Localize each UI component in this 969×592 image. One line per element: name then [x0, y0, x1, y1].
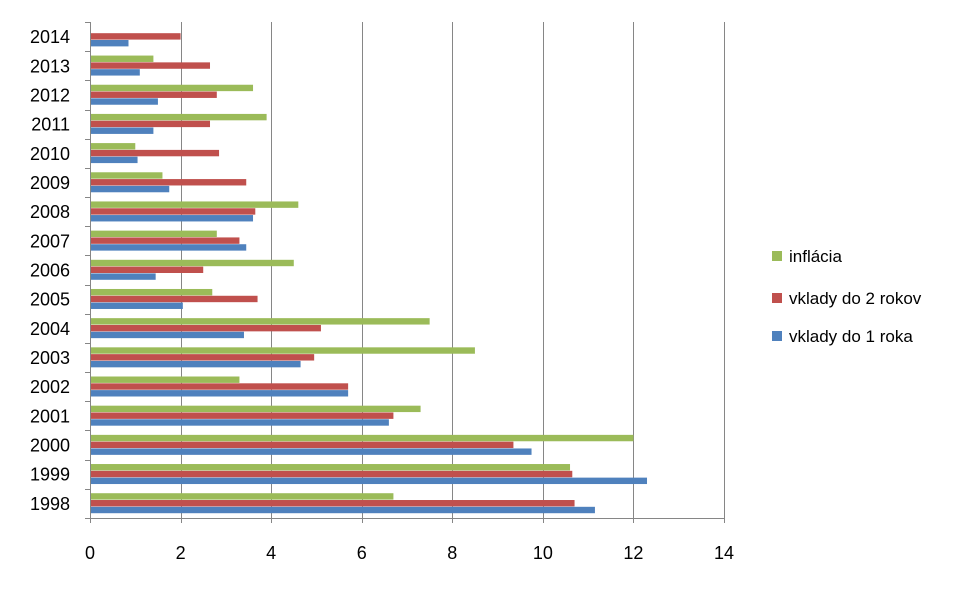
bar-2007-series-2 [90, 244, 247, 251]
gridlines [181, 22, 725, 518]
bar-2007-series-0 [90, 230, 217, 238]
bar-2013-series-1 [90, 62, 211, 69]
y-tick-label: 2012 [30, 85, 70, 105]
legend-label: vklady do 2 rokov [789, 289, 922, 308]
y-tick-label: 2006 [30, 261, 70, 281]
bar-2007-series-1 [90, 237, 240, 244]
bar-1999-series-2 [90, 477, 648, 485]
bar-2001-series-2 [90, 419, 389, 426]
y-tick-label: 2014 [30, 27, 70, 47]
bar-1999-series-1 [90, 470, 573, 478]
y-tick-label: 2007 [30, 231, 70, 251]
legend-swatch [772, 251, 782, 261]
bar-2004-series-1 [90, 324, 321, 332]
legend-swatch [772, 331, 782, 341]
bar-2009-series-1 [90, 179, 247, 186]
bar-1998-series-1 [90, 500, 575, 507]
bar-1998-series-0 [90, 493, 394, 500]
bar-2002-series-1 [90, 383, 349, 390]
bar-2002-series-0 [90, 376, 240, 383]
x-tick-labels: 0 2 4 6 8 10 12 14 [85, 543, 734, 563]
x-tick-label: 0 [85, 543, 95, 563]
x-tick-label: 14 [714, 543, 734, 563]
bar-2009-series-2 [90, 185, 170, 193]
x-tick-label: 6 [357, 543, 367, 563]
y-tick-label: 2000 [30, 436, 70, 456]
bar-2000-series-2 [90, 448, 532, 455]
bar-2010-series-0 [90, 143, 136, 150]
bar-2012-series-2 [90, 98, 158, 105]
bar-2005-series-2 [90, 302, 183, 309]
bar-2013-series-2 [90, 69, 140, 76]
bar-2011-series-2 [90, 127, 154, 134]
y-tick-label: 2009 [30, 173, 70, 193]
y-tick-label: 2010 [30, 144, 70, 164]
bar-2003-series-1 [90, 354, 315, 361]
y-tick-label: 2003 [30, 348, 70, 368]
bar-2010-series-2 [90, 156, 138, 164]
bar-1999-series-0 [90, 464, 571, 471]
bar-2008-series-1 [90, 208, 256, 215]
x-tick-label: 12 [623, 543, 643, 563]
bars [90, 33, 648, 514]
legend-swatch [772, 293, 782, 303]
legend: inflácia vklady do 2 rokov vklady do 1 rok… [772, 247, 922, 346]
bar-2005-series-1 [90, 295, 258, 303]
bar-2012-series-1 [90, 91, 217, 98]
bar-2004-series-0 [90, 318, 430, 325]
bar-2002-series-2 [90, 390, 349, 397]
bar-2006-series-2 [90, 273, 156, 280]
y-tick-label: 1998 [30, 494, 70, 514]
axes [85, 22, 725, 523]
bar-2003-series-2 [90, 360, 301, 368]
y-tick-label: 2008 [30, 202, 70, 222]
bar-2014-series-2 [90, 39, 129, 47]
x-tick-label: 10 [533, 543, 553, 563]
x-tick-label: 8 [447, 543, 457, 563]
bar-2013-series-0 [90, 55, 154, 62]
bar-2014-series-1 [90, 33, 181, 40]
bar-2006-series-0 [90, 259, 294, 267]
x-tick-label: 4 [266, 543, 276, 563]
bar-2005-series-0 [90, 288, 213, 296]
x-tick-label: 2 [176, 543, 186, 563]
bar-2012-series-0 [90, 84, 254, 92]
bar-2011-series-0 [90, 113, 267, 121]
bar-2011-series-1 [90, 120, 211, 128]
bar-2001-series-0 [90, 405, 421, 413]
bar-2009-series-0 [90, 172, 163, 179]
y-tick-label: 2001 [30, 406, 70, 426]
y-tick-label: 2013 [30, 56, 70, 76]
bar-2000-series-1 [90, 441, 514, 449]
bar-2003-series-0 [90, 347, 475, 354]
legend-label: inflácia [789, 247, 842, 266]
bar-2008-series-2 [90, 215, 254, 222]
bar-2000-series-0 [90, 434, 634, 442]
y-tick-label: 2005 [30, 290, 70, 310]
y-tick-label: 2011 [31, 115, 70, 135]
y-tick-label: 2002 [30, 377, 70, 397]
y-tick-labels: 1998 1999 2000 2001 2002 2003 2004 2005 2006 2007… [30, 27, 70, 514]
bar-2008-series-0 [90, 201, 299, 208]
bar-1998-series-2 [90, 506, 595, 514]
y-tick-label: 2004 [30, 319, 70, 339]
bar-2006-series-1 [90, 266, 204, 273]
bar-2001-series-1 [90, 412, 394, 419]
y-tick-label: 1999 [30, 465, 70, 485]
bar-2010-series-1 [90, 149, 220, 157]
bar-2004-series-2 [90, 331, 244, 339]
legend-label: vklady do 1 roka [789, 327, 913, 346]
